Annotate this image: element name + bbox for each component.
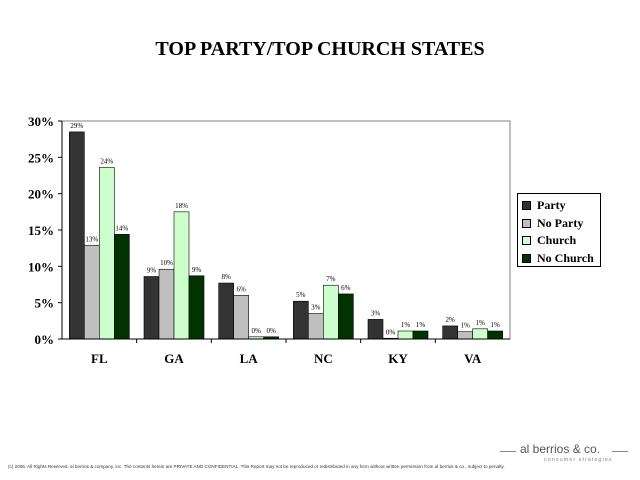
legend-swatch	[522, 201, 531, 211]
bar-nc-church	[323, 284, 339, 340]
legend-swatch	[522, 236, 531, 246]
bar-data-label: 14%	[115, 224, 128, 232]
logo-name: al berrios & co.	[520, 442, 601, 456]
bar-data-label: 8%	[221, 273, 231, 281]
bar-data-label: 7%	[326, 275, 336, 283]
chart-title: TOP PARTY/TOP CHURCH STATES	[155, 38, 485, 60]
bar-data-label: 24%	[100, 158, 113, 166]
bar-nc-no-party	[308, 313, 324, 340]
bar-data-label: 1%	[490, 321, 500, 329]
bar-la-party	[218, 282, 234, 340]
bar-data-label: 6%	[341, 284, 351, 292]
legend-item-no-party: No Party	[522, 215, 600, 233]
bar-fl-church	[99, 167, 115, 340]
y-tick-label: 25%	[28, 150, 54, 165]
legend-label: Party	[537, 198, 566, 213]
copyright-note: (c) 2006. All Rights Reserved. al berrio…	[8, 464, 505, 469]
y-tick-label: 30%	[28, 114, 54, 129]
y-tick-label: 0%	[35, 332, 55, 347]
x-tick-label: NC	[314, 351, 333, 366]
bar-data-label: 6%	[236, 285, 246, 293]
bar-ga-church	[173, 211, 190, 340]
bar-data-label: 3%	[311, 304, 321, 312]
bar-va-party	[442, 325, 458, 340]
bar-data-label: 18%	[175, 202, 188, 210]
bar-ky-no-church	[412, 330, 429, 340]
legend-swatch	[522, 218, 531, 228]
bar-data-label: 9%	[192, 266, 202, 274]
bar-va-church	[472, 328, 488, 340]
bar-data-label: 0%	[251, 327, 261, 335]
bar-va-no-church	[487, 330, 503, 340]
legend-label: No Party	[537, 215, 584, 230]
bar-la-no-party	[233, 295, 249, 340]
bar-ky-party	[367, 319, 384, 340]
logo-tagline: consumer strategies	[544, 457, 613, 463]
bar-ky-church	[397, 330, 414, 340]
company-logo: al berrios & co. consumer strategies	[500, 440, 630, 470]
chart-legend: Party No Party Church No Church	[517, 193, 601, 267]
bar-data-label: 1%	[475, 319, 485, 327]
y-tick-label: 15%	[28, 223, 54, 238]
bar-data-label: 13%	[85, 235, 98, 243]
y-tick-label: 5%	[35, 296, 55, 311]
bar-data-label: 1%	[401, 321, 411, 329]
legend-item-party: Party	[522, 197, 600, 215]
plot-area	[61, 120, 511, 340]
x-tick-label: VA	[464, 351, 482, 366]
x-tick-label: GA	[164, 351, 184, 366]
logo-rule-left	[500, 451, 516, 452]
bar-nc-no-church	[338, 293, 354, 340]
bar-data-label: 1%	[416, 321, 426, 329]
bar-data-label: 0%	[266, 327, 276, 335]
x-tick-label: KY	[388, 351, 408, 366]
bar-fl-no-church	[114, 234, 130, 340]
legend-item-church: Church	[522, 232, 600, 250]
bar-data-label: 1%	[460, 322, 470, 330]
legend-label: No Church	[537, 250, 594, 265]
bar-data-label: 2%	[445, 316, 455, 324]
logo-rule-right	[612, 451, 628, 452]
y-tick-label: 20%	[28, 187, 54, 202]
bar-data-label: 9%	[147, 267, 157, 275]
bar-ga-party	[143, 276, 160, 340]
bar-data-label: 10%	[160, 259, 173, 267]
legend-item-no-church: No Church	[522, 250, 600, 268]
bar-va-no-party	[457, 331, 473, 340]
legend-swatch	[522, 253, 531, 263]
bar-data-label: 0%	[386, 328, 396, 336]
bar-fl-no-party	[84, 244, 100, 340]
bar-data-label: 5%	[296, 291, 306, 299]
bar-ga-no-church	[188, 275, 205, 340]
y-tick-label: 10%	[28, 259, 54, 274]
x-tick-label: FL	[91, 351, 108, 366]
bar-fl-party	[69, 131, 85, 340]
bar-nc-party	[293, 300, 309, 340]
bar-ga-no-party	[158, 268, 175, 340]
bar-data-label: 29%	[70, 122, 83, 130]
x-tick-label: LA	[240, 351, 259, 366]
legend-label: Church	[537, 233, 577, 248]
bar-data-label: 3%	[371, 309, 381, 317]
